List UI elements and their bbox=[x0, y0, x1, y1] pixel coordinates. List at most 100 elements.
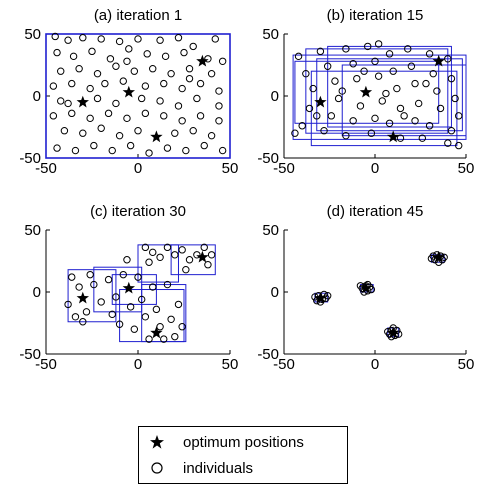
individual-point bbox=[353, 74, 361, 83]
individual-point bbox=[378, 97, 386, 105]
individual-point bbox=[97, 298, 105, 306]
y-tick-label: 0 bbox=[271, 88, 279, 105]
y-tick-label: 50 bbox=[24, 26, 41, 43]
individual-point bbox=[90, 141, 98, 150]
x-tick-label: 50 bbox=[458, 160, 475, 177]
niche-box bbox=[310, 70, 458, 147]
individual-point bbox=[160, 112, 168, 120]
individual-point bbox=[115, 320, 124, 328]
x-tick-label: -50 bbox=[35, 160, 57, 177]
legend-label-individuals: individuals bbox=[183, 459, 254, 477]
individual-point bbox=[141, 243, 150, 252]
individual-point bbox=[51, 32, 59, 41]
individual-point bbox=[404, 45, 412, 53]
legend-label-optimum: optimum positions bbox=[183, 433, 304, 451]
individual-point bbox=[393, 84, 401, 93]
individual-point bbox=[178, 117, 186, 125]
individual-point bbox=[171, 251, 179, 259]
individual-point bbox=[174, 34, 183, 42]
individual-point bbox=[69, 52, 78, 61]
individual-point bbox=[123, 256, 131, 264]
individual-point bbox=[294, 52, 303, 61]
individual-point bbox=[204, 261, 212, 269]
individual-point bbox=[327, 112, 336, 120]
individual-point bbox=[75, 65, 83, 73]
individual-point bbox=[178, 323, 186, 331]
y-tick-label: -50 bbox=[257, 150, 279, 167]
individual-point bbox=[101, 79, 109, 88]
individual-point bbox=[316, 47, 325, 56]
y-tick-label: 50 bbox=[262, 222, 279, 239]
individual-point bbox=[115, 131, 124, 140]
individual-point bbox=[125, 45, 133, 53]
individual-point bbox=[196, 79, 205, 88]
optimum-star bbox=[359, 85, 373, 98]
individual-point bbox=[163, 280, 172, 289]
individual-point bbox=[334, 94, 343, 103]
individual-point bbox=[313, 112, 321, 120]
panel-2: (b) iteration 15 -50 0 50 -50 0 50 bbox=[257, 7, 474, 177]
x-tick-label: 0 bbox=[371, 356, 379, 373]
individual-point bbox=[82, 308, 91, 316]
panel-title: (b) iteration 15 bbox=[327, 7, 424, 24]
y-tick-label: 0 bbox=[271, 284, 279, 301]
x-tick-label: 0 bbox=[134, 160, 142, 177]
individual-point bbox=[371, 57, 379, 65]
individual-point bbox=[130, 67, 139, 75]
individual-point bbox=[444, 55, 452, 63]
individual-point bbox=[86, 84, 94, 93]
individual-point bbox=[145, 258, 153, 266]
individual-point bbox=[331, 77, 339, 85]
individual-point bbox=[141, 313, 150, 321]
individual-point bbox=[455, 141, 463, 150]
niche-box bbox=[316, 58, 463, 132]
optimum-star bbox=[122, 85, 135, 98]
individual-point bbox=[93, 94, 102, 103]
individual-point bbox=[407, 62, 416, 70]
panel-1: (a) iteration 1 -50 0 50 -50 0 50 bbox=[19, 7, 238, 177]
individual-point bbox=[364, 42, 372, 51]
panel-title: (a) iteration 1 bbox=[94, 7, 182, 24]
individual-point bbox=[218, 57, 227, 65]
individual-point bbox=[382, 89, 390, 98]
individual-point bbox=[115, 37, 124, 46]
individual-point bbox=[137, 295, 146, 304]
individual-point bbox=[371, 114, 379, 123]
individual-point bbox=[134, 273, 142, 281]
individual-point bbox=[374, 72, 383, 80]
x-tick-label: -50 bbox=[273, 160, 295, 177]
individual-point bbox=[149, 283, 157, 291]
optimum-star bbox=[150, 326, 163, 339]
individual-point bbox=[53, 48, 61, 57]
individual-point bbox=[425, 122, 434, 130]
individual-point bbox=[207, 131, 216, 140]
individual-point bbox=[163, 144, 172, 152]
individual-point bbox=[156, 323, 164, 331]
individual-point bbox=[71, 146, 80, 155]
individual-point bbox=[385, 50, 394, 58]
individual-point bbox=[49, 82, 58, 90]
individual-point bbox=[422, 79, 430, 88]
individual-point bbox=[436, 104, 445, 113]
individual-point bbox=[149, 248, 157, 257]
individual-point bbox=[320, 127, 328, 135]
individual-point bbox=[396, 134, 405, 142]
individual-point bbox=[171, 129, 179, 137]
individual-point bbox=[57, 67, 65, 75]
individual-point bbox=[57, 97, 65, 105]
x-tick-label: 0 bbox=[134, 356, 142, 373]
optimum-star bbox=[359, 281, 373, 294]
niche-box bbox=[327, 45, 452, 128]
individual-point bbox=[211, 35, 219, 43]
individual-point bbox=[112, 62, 120, 70]
individual-point bbox=[349, 117, 357, 125]
individual-point bbox=[134, 127, 142, 135]
individual-point bbox=[167, 69, 175, 78]
individual-point bbox=[174, 300, 183, 309]
optimum-star bbox=[432, 54, 445, 67]
individual-point bbox=[149, 65, 157, 73]
individual-point bbox=[180, 48, 188, 57]
individual-point bbox=[68, 79, 76, 88]
individual-point bbox=[93, 69, 102, 78]
